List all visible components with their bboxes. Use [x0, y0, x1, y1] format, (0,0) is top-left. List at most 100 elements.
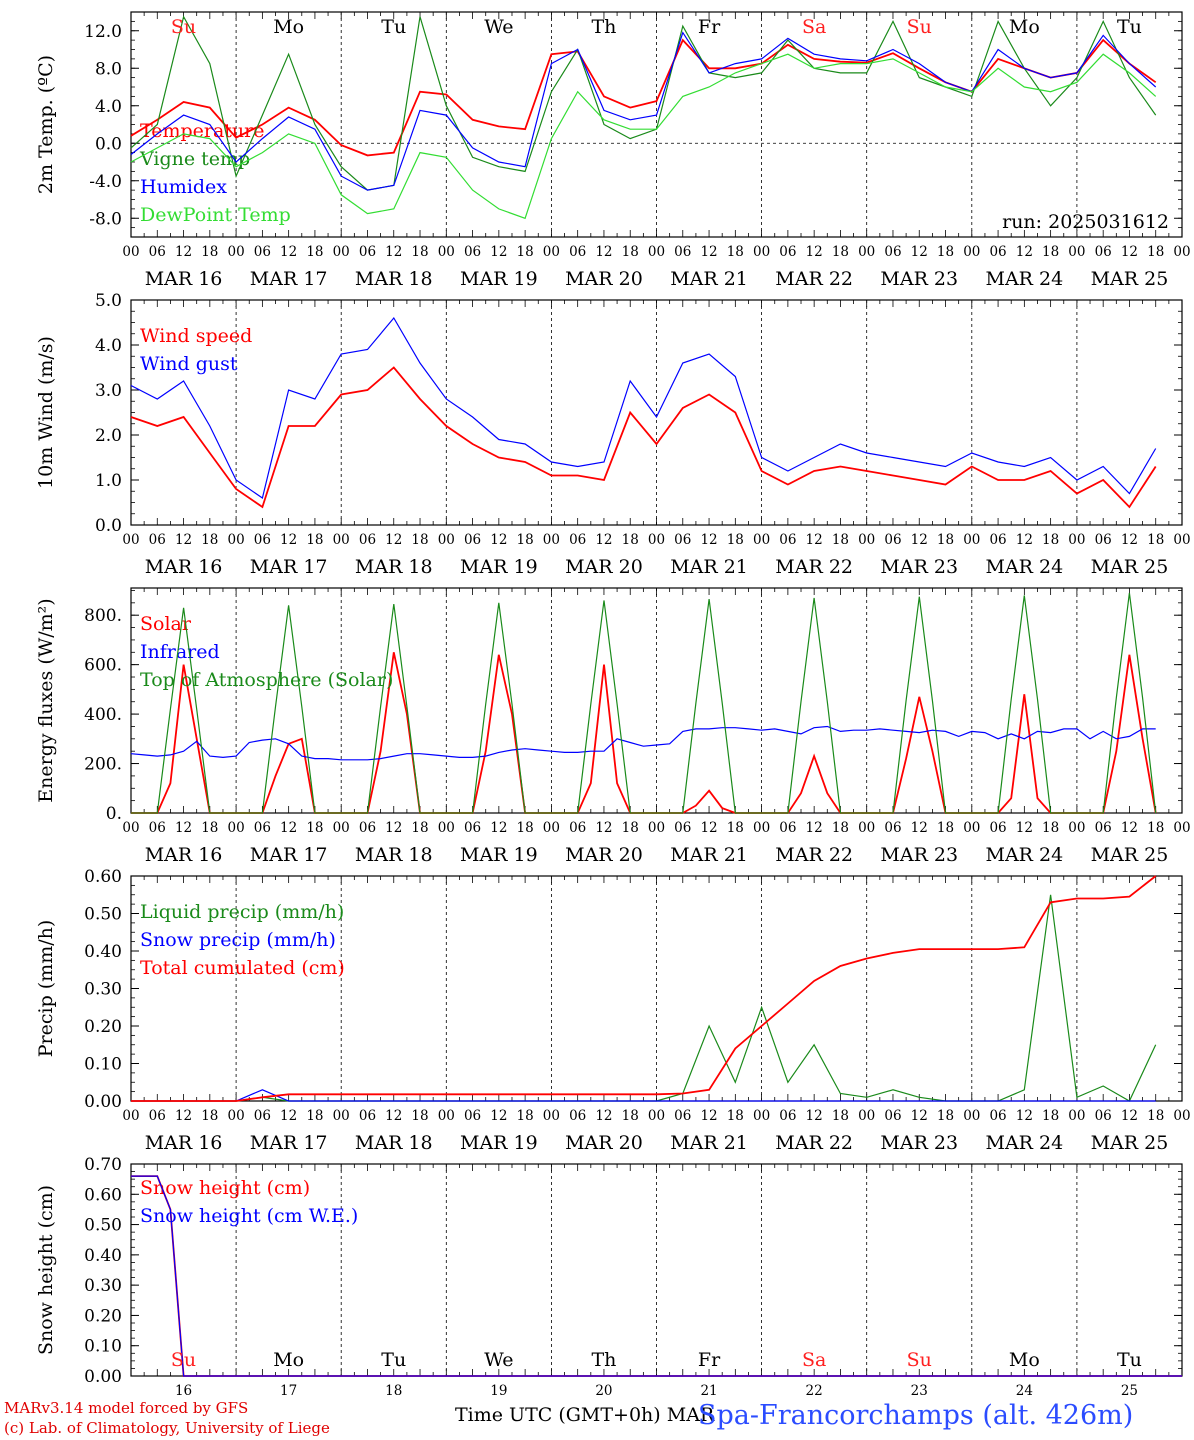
y-tick-label: 0.00	[84, 1367, 122, 1387]
weekday-label: Th	[591, 1349, 616, 1371]
y-tick-label: 0.40	[84, 942, 122, 962]
hour-tick-label: 06	[359, 244, 376, 260]
hour-tick-label: 00	[333, 1108, 350, 1124]
hour-tick-label: 00	[438, 820, 455, 836]
series-line-wind-gust	[130, 316, 1157, 499]
hour-tick-label: 06	[569, 820, 586, 836]
hour-tick-label: 00	[543, 532, 560, 548]
hour-tick-label: 00	[1173, 1108, 1190, 1124]
weekday-label: Mo	[1009, 16, 1040, 38]
hour-tick-label: 18	[306, 244, 323, 260]
y-tick-label: 0.20	[84, 1017, 122, 1037]
hour-tick-label: 00	[1173, 820, 1190, 836]
hour-tick-label: 00	[438, 1108, 455, 1124]
hour-tick-label: 18	[1042, 1108, 1059, 1124]
hour-tick-label: 00	[963, 1108, 980, 1124]
hour-tick-label: 12	[490, 244, 507, 260]
legend-entry: Vigne temp	[139, 148, 250, 170]
y-tick-label: 0.0	[95, 516, 122, 536]
day-number-label: 23	[911, 1383, 928, 1399]
hour-tick-label: 00	[333, 244, 350, 260]
date-label: MAR 16	[145, 268, 223, 290]
hour-tick-label: 00	[858, 244, 875, 260]
hour-tick-label: 12	[1121, 532, 1138, 548]
legend-entry: Total cumulated (cm)	[140, 957, 345, 979]
weekday-label: Mo	[1009, 1349, 1040, 1371]
y-tick-label: 0.20	[84, 1306, 122, 1326]
hour-tick-label: 12	[1121, 1108, 1138, 1124]
hour-tick-label: 18	[937, 1108, 954, 1124]
hour-tick-label: 06	[674, 244, 691, 260]
hour-tick-label: 06	[779, 244, 796, 260]
hour-tick-label: 06	[464, 532, 481, 548]
series-line-snow-precip-mm-h-	[131, 1089, 1156, 1102]
hour-tick-label: 06	[884, 244, 901, 260]
hour-tick-label: 00	[543, 820, 560, 836]
y-tick-label: 4.0	[95, 336, 122, 356]
hour-tick-label: 00	[858, 532, 875, 548]
hour-tick-label: 06	[254, 244, 271, 260]
hour-tick-label: 00	[648, 532, 665, 548]
hour-tick-label: 00	[228, 244, 245, 260]
day-number-label: 18	[385, 1383, 402, 1399]
y-tick-label: 0.10	[84, 1055, 122, 1075]
hour-tick-label: 00	[438, 244, 455, 260]
hour-tick-label: 18	[1147, 820, 1164, 836]
hour-tick-label: 12	[1121, 244, 1138, 260]
weekday-label: Fr	[698, 1349, 721, 1371]
credit-line-2: (c) Lab. of Climatology, University of L…	[4, 1419, 330, 1437]
weekday-label: Su	[171, 16, 196, 38]
legend-entry: Snow height (cm)	[140, 1177, 310, 1199]
hour-tick-label: 18	[1042, 532, 1059, 548]
hour-tick-label: 00	[1173, 532, 1190, 548]
hour-tick-label: 06	[884, 1108, 901, 1124]
date-label: MAR 23	[880, 268, 958, 290]
legend-entry: Wind speed	[140, 325, 252, 347]
hour-tick-label: 06	[674, 1108, 691, 1124]
day-number-label: 21	[700, 1383, 717, 1399]
hour-tick-label: 18	[727, 1108, 744, 1124]
hour-tick-label: 12	[595, 244, 612, 260]
hour-tick-label: 00	[753, 1108, 770, 1124]
date-label: MAR 18	[355, 844, 433, 866]
hour-tick-label: 06	[884, 820, 901, 836]
hour-tick-label: 12	[175, 532, 192, 548]
y-axis-title: 2m Temp. (ºC)	[35, 55, 57, 194]
hour-tick-label: 06	[359, 1108, 376, 1124]
weekday-label: Tu	[381, 16, 406, 38]
y-tick-label: 0.40	[84, 1246, 122, 1266]
weekday-label: We	[484, 1349, 513, 1371]
hour-tick-label: 18	[1147, 244, 1164, 260]
date-label: MAR 16	[145, 844, 223, 866]
y-tick-label: 0.30	[84, 1276, 122, 1296]
hour-tick-label: 06	[464, 820, 481, 836]
date-label: MAR 21	[670, 268, 748, 290]
day-number-label: 25	[1121, 1383, 1138, 1399]
hour-tick-label: 18	[1042, 820, 1059, 836]
hour-tick-label: 06	[989, 1108, 1006, 1124]
hour-tick-label: 12	[1016, 532, 1033, 548]
hour-tick-label: 18	[832, 820, 849, 836]
date-label: MAR 23	[880, 1132, 958, 1154]
date-label: MAR 23	[880, 844, 958, 866]
y-tick-label: 0.0	[95, 134, 122, 154]
weekday-label: Su	[907, 16, 932, 38]
hour-tick-label: 06	[989, 820, 1006, 836]
hour-tick-label: 18	[832, 244, 849, 260]
series-line-infrared	[130, 725, 1156, 761]
date-label: MAR 22	[775, 268, 853, 290]
hour-tick-label: 00	[1068, 820, 1085, 836]
hour-tick-label: 18	[1147, 1108, 1164, 1124]
date-label: MAR 20	[565, 844, 643, 866]
weekday-label: Fr	[698, 16, 721, 38]
date-label: MAR 25	[1091, 268, 1169, 290]
y-tick-label: 0.70	[84, 1155, 122, 1175]
hour-tick-label: 18	[306, 532, 323, 548]
hour-tick-label: 18	[201, 820, 218, 836]
hour-tick-label: 06	[149, 532, 166, 548]
hour-tick-label: 00	[1068, 244, 1085, 260]
hour-tick-label: 12	[595, 532, 612, 548]
hour-tick-label: 12	[385, 820, 402, 836]
y-tick-label: 3.0	[95, 381, 122, 401]
hour-tick-label: 12	[595, 1108, 612, 1124]
